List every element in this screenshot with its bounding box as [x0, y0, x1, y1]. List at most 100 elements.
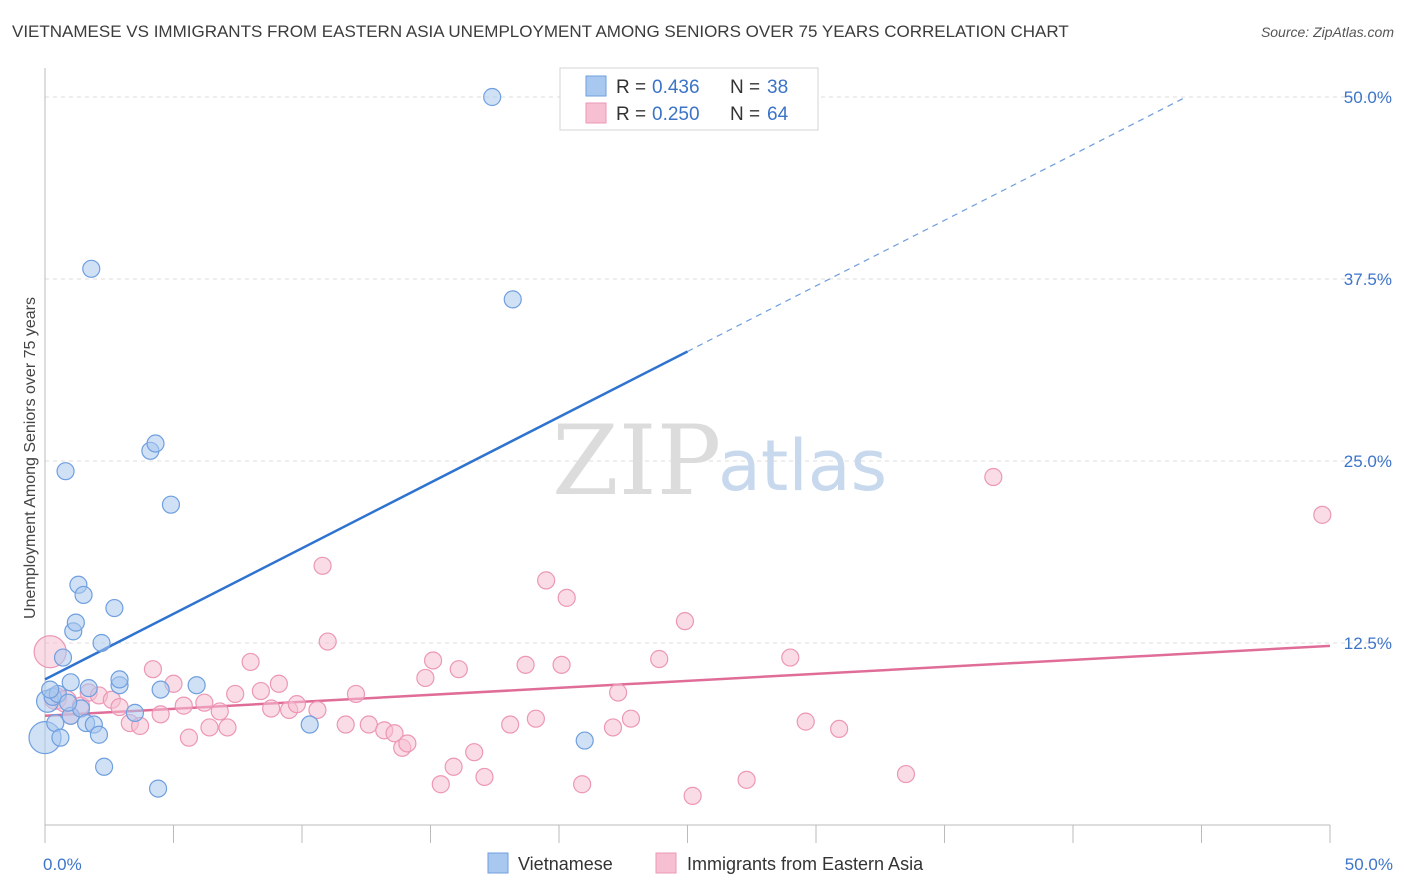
point-vietnamese	[82, 259, 101, 278]
point-vietnamese	[300, 715, 319, 734]
data-points	[28, 87, 1332, 805]
legend-n-value: 64	[767, 104, 789, 125]
trend-line-vietnamese-extension	[687, 96, 1187, 353]
point-immigrants	[359, 715, 378, 734]
point-immigrants	[896, 764, 916, 784]
point-vietnamese	[92, 633, 111, 653]
legend-n-label: N =	[730, 77, 760, 98]
gridlines	[45, 96, 1390, 644]
bottom-legend-swatch-immigrants	[655, 852, 677, 874]
point-immigrants	[650, 649, 669, 669]
point-immigrants	[210, 702, 229, 721]
point-vietnamese	[59, 693, 78, 712]
point-immigrants	[110, 697, 129, 717]
x-tick-label: 0.0%	[43, 855, 82, 874]
y-tick-label: 12.5%	[1344, 634, 1392, 653]
point-immigrants	[475, 767, 494, 787]
point-immigrants	[537, 571, 556, 590]
point-immigrants	[796, 712, 815, 731]
point-immigrants	[984, 467, 1003, 487]
point-vietnamese	[483, 87, 502, 107]
point-immigrants	[151, 705, 170, 724]
point-vietnamese	[53, 648, 73, 667]
watermark: ZIP atlas	[552, 405, 887, 517]
y-tick-label: 37.5%	[1344, 270, 1392, 289]
point-vietnamese	[41, 680, 60, 699]
point-immigrants	[346, 684, 366, 704]
axes: 12.5% 25.0% 37.5% 50.0% 0.0% 50.0%	[43, 68, 1393, 874]
point-immigrants	[241, 652, 260, 672]
point-immigrants	[318, 632, 337, 651]
point-vietnamese	[61, 673, 80, 692]
legend-swatch-immigrants	[585, 102, 607, 124]
legend-r-label: R =	[616, 104, 646, 125]
point-immigrants	[465, 743, 484, 762]
point-immigrants	[603, 718, 623, 737]
y-tick-label: 25.0%	[1344, 452, 1392, 471]
point-immigrants	[262, 699, 281, 718]
point-immigrants	[313, 556, 332, 575]
point-immigrants	[174, 696, 193, 715]
legend-swatch-vietnamese	[585, 75, 607, 97]
trend-lines	[44, 96, 1331, 718]
point-vietnamese	[503, 290, 522, 309]
point-immigrants	[287, 695, 306, 714]
point-immigrants	[226, 684, 245, 704]
point-immigrants	[675, 612, 695, 631]
point-immigrants	[1313, 505, 1332, 524]
point-vietnamese	[95, 757, 114, 776]
point-immigrants	[251, 681, 270, 701]
point-immigrants	[398, 734, 417, 753]
point-immigrants	[416, 668, 435, 688]
point-immigrants	[444, 757, 463, 776]
trend-line-immigrants	[44, 644, 1331, 718]
point-immigrants	[195, 693, 214, 712]
point-immigrants	[526, 709, 545, 728]
point-immigrants	[143, 660, 163, 679]
point-vietnamese	[51, 728, 70, 747]
y-axis-title: Unemployment Among Seniors over 75 years	[22, 297, 39, 619]
point-vietnamese	[89, 725, 109, 744]
chart-title: VIETNAMESE VS IMMIGRANTS FROM EASTERN AS…	[12, 22, 1069, 41]
bottom-legend-label-vietnamese: Vietnamese	[518, 854, 613, 874]
point-vietnamese	[79, 679, 98, 698]
point-immigrants	[609, 683, 628, 702]
legend-n-value: 38	[767, 77, 788, 98]
point-immigrants	[830, 719, 849, 739]
legend-r-value: 0.250	[652, 104, 700, 125]
point-immigrants	[336, 715, 355, 734]
point-immigrants	[449, 660, 468, 679]
point-vietnamese	[146, 434, 165, 453]
point-immigrants	[218, 718, 237, 737]
point-immigrants	[308, 700, 327, 720]
watermark-zip: ZIP	[552, 405, 721, 517]
point-vietnamese	[575, 731, 594, 750]
point-vietnamese	[105, 598, 124, 618]
point-immigrants	[557, 588, 576, 607]
point-vietnamese	[66, 613, 85, 632]
chart-source: Source: ZipAtlas.com	[1260, 24, 1394, 40]
point-vietnamese	[151, 680, 170, 699]
point-immigrants	[683, 786, 702, 805]
point-vietnamese	[148, 779, 168, 798]
point-immigrants	[269, 674, 288, 693]
x-tick-label: 50.0%	[1345, 855, 1393, 874]
point-immigrants	[516, 655, 535, 674]
point-immigrants	[737, 770, 756, 789]
bottom-legend-label-immigrants: Immigrants from Eastern Asia	[687, 854, 924, 874]
legend-n-label: N =	[730, 104, 760, 125]
legend-r-value: 0.436	[652, 77, 700, 98]
point-vietnamese	[110, 670, 129, 689]
legend-r-label: R =	[616, 77, 646, 98]
point-immigrants	[385, 724, 404, 743]
watermark-atlas: atlas	[718, 425, 887, 507]
point-immigrants	[781, 648, 800, 667]
series-legend: Vietnamese Immigrants from Eastern Asia	[487, 852, 924, 874]
point-immigrants	[431, 775, 450, 794]
point-immigrants	[179, 728, 199, 747]
y-tick-label: 50.0%	[1344, 88, 1392, 107]
trend-line-vietnamese	[44, 350, 689, 681]
point-vietnamese	[161, 495, 181, 514]
point-vietnamese	[74, 585, 93, 605]
